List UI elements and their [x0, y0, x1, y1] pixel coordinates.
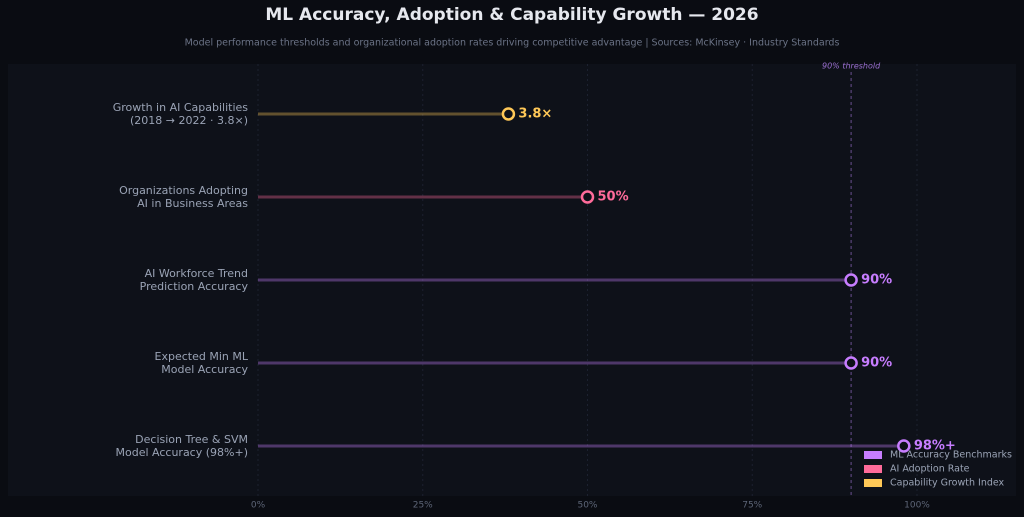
- legend-label: AI Adoption Rate: [890, 464, 970, 475]
- value-label: 98%+: [914, 439, 956, 454]
- x-tick-label: 25%: [413, 501, 433, 511]
- dot: [501, 107, 516, 121]
- value-label: 50%: [598, 190, 629, 205]
- threshold-label: 90% threshold: [822, 62, 881, 71]
- x-tick-label: 0%: [251, 501, 266, 511]
- category-label: Expected Min ML Model Accuracy: [154, 350, 248, 376]
- value-label: 90%: [861, 356, 892, 371]
- category-label: Decision Tree & SVM Model Accuracy (98%+…: [115, 433, 249, 459]
- legend-label: ML Accuracy Benchmarks: [890, 450, 1012, 461]
- legend-swatch: [864, 465, 882, 473]
- category-label: Growth in AI Capabilities (2018 → 2022 ·…: [112, 101, 248, 127]
- value-label: 3.8×: [518, 107, 552, 122]
- category-label: Organizations Adopting AI in Business Ar…: [119, 184, 248, 210]
- legend-swatch: [864, 451, 882, 459]
- chart-subtitle: Model performance thresholds and organiz…: [185, 38, 840, 49]
- x-tick-label: 50%: [577, 501, 597, 511]
- x-tick-label: 75%: [742, 501, 762, 511]
- legend-swatch: [864, 479, 882, 487]
- chart-title: ML Accuracy, Adoption & Capability Growt…: [265, 5, 758, 25]
- dot: [897, 439, 911, 453]
- dot: [844, 356, 858, 370]
- dot: [844, 273, 858, 287]
- value-label: 90%: [861, 273, 892, 288]
- dot: [580, 190, 595, 204]
- category-label: AI Workforce Trend Prediction Accuracy: [139, 267, 248, 293]
- x-tick-label: 100%: [904, 501, 930, 511]
- legend-label: Capability Growth Index: [890, 478, 1005, 489]
